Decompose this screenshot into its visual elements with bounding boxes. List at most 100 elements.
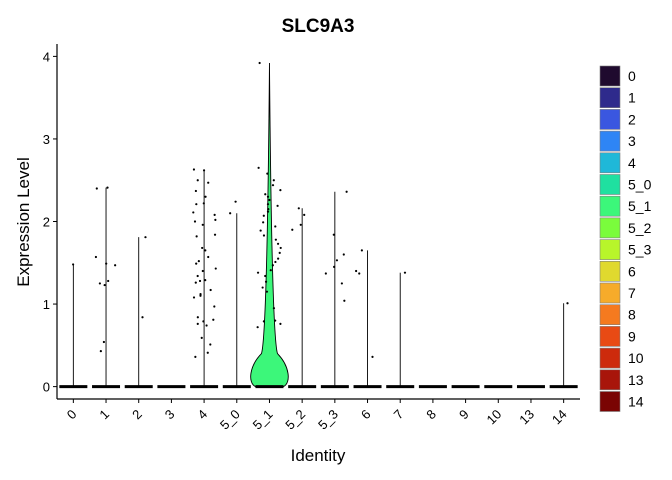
- data-point: [371, 355, 374, 358]
- data-point: [262, 221, 265, 224]
- legend-swatch-5_2: [599, 217, 621, 239]
- data-point: [342, 253, 345, 256]
- data-point: [234, 200, 237, 203]
- legend-swatch-5_1: [599, 195, 621, 217]
- data-point: [229, 212, 232, 215]
- data-point: [209, 343, 212, 346]
- legend-label-3: 3: [628, 133, 636, 149]
- data-point: [98, 282, 101, 285]
- data-point: [279, 246, 282, 250]
- data-point: [279, 322, 282, 325]
- data-point: [107, 279, 110, 283]
- data-point: [297, 207, 300, 210]
- legend-label-2: 2: [628, 111, 636, 127]
- x-tick-label: 6: [358, 407, 374, 423]
- data-point: [207, 255, 210, 259]
- data-point: [271, 184, 275, 187]
- x-tick-label: 1: [96, 407, 112, 423]
- data-point: [204, 195, 207, 198]
- data-point: [99, 350, 102, 353]
- data-point: [257, 166, 260, 169]
- data-point: [207, 181, 210, 184]
- data-point: [105, 262, 108, 265]
- data-point: [195, 235, 198, 238]
- data-point: [192, 296, 196, 299]
- data-point: [114, 264, 117, 267]
- data-point: [264, 280, 268, 283]
- legend-label-5_3: 5_3: [628, 242, 652, 258]
- legend-swatch-7: [599, 282, 621, 304]
- data-point: [266, 203, 270, 206]
- data-point: [266, 210, 270, 213]
- legend-label-7: 7: [628, 285, 636, 301]
- data-point: [360, 249, 363, 252]
- data-point: [204, 249, 207, 252]
- data-point: [196, 274, 199, 278]
- x-tick-label: 7: [391, 407, 407, 423]
- data-point: [258, 61, 261, 65]
- data-point: [272, 307, 276, 310]
- violin-5_1: [250, 62, 289, 388]
- legend: 0 1 2 3 4 5_0 5_1 5_2 5_3 6 7 8 9 10 13 14: [599, 65, 652, 412]
- data-point: [333, 265, 336, 269]
- x-tick-label: 2: [129, 407, 145, 423]
- x-axis-label: Identity: [291, 446, 346, 465]
- y-tick-label: 1: [43, 297, 50, 312]
- data-point: [340, 282, 343, 285]
- data-point: [358, 272, 361, 275]
- data-point: [212, 318, 215, 321]
- data-point: [278, 251, 281, 254]
- data-point: [343, 299, 346, 302]
- data-point: [194, 189, 197, 193]
- x-tick-label: 3: [162, 407, 178, 423]
- legend-label-9: 9: [628, 328, 636, 344]
- data-point: [264, 274, 267, 278]
- data-point: [201, 223, 204, 226]
- data-point: [202, 320, 205, 323]
- data-point: [272, 179, 275, 182]
- data-point: [266, 172, 269, 175]
- data-point: [103, 283, 106, 287]
- data-point: [202, 202, 205, 205]
- y-tick-label: 4: [43, 49, 50, 64]
- data-point: [274, 319, 277, 322]
- data-point: [144, 236, 147, 239]
- data-point: [279, 189, 282, 192]
- data-point: [195, 262, 198, 265]
- data-point: [201, 246, 204, 250]
- legend-label-6: 6: [628, 263, 636, 279]
- data-point: [355, 269, 358, 273]
- legend-label-0: 0: [628, 68, 636, 84]
- data-point: [299, 223, 302, 226]
- data-point: [106, 186, 109, 189]
- data-point: [566, 302, 569, 305]
- x-tick-label: 5_0: [217, 407, 243, 433]
- data-point: [276, 204, 279, 207]
- data-point: [303, 213, 306, 216]
- x-tick-label: 5_3: [315, 407, 341, 433]
- data-point: [274, 260, 277, 264]
- x-tick-label: 10: [484, 407, 505, 428]
- data-point: [199, 294, 202, 297]
- data-point: [256, 271, 260, 274]
- data-point: [332, 233, 335, 236]
- data-point: [265, 290, 269, 293]
- legend-label-4: 4: [628, 155, 636, 171]
- data-point: [276, 242, 280, 245]
- data-point: [277, 257, 280, 260]
- data-point: [403, 271, 407, 274]
- data-point: [274, 238, 277, 241]
- legend-label-5_0: 5_0: [628, 177, 652, 193]
- data-point: [196, 179, 199, 182]
- data-point: [269, 269, 272, 272]
- data-point: [195, 203, 198, 206]
- data-point: [214, 267, 217, 270]
- data-point: [95, 187, 98, 190]
- y-axis-label: Expression Level: [14, 157, 33, 286]
- y-tick-label: 0: [43, 380, 50, 395]
- x-tick-label: 5_2: [282, 407, 308, 433]
- legend-swatch-2: [599, 109, 621, 130]
- data-point: [256, 326, 259, 329]
- legend-label-5_1: 5_1: [628, 198, 652, 214]
